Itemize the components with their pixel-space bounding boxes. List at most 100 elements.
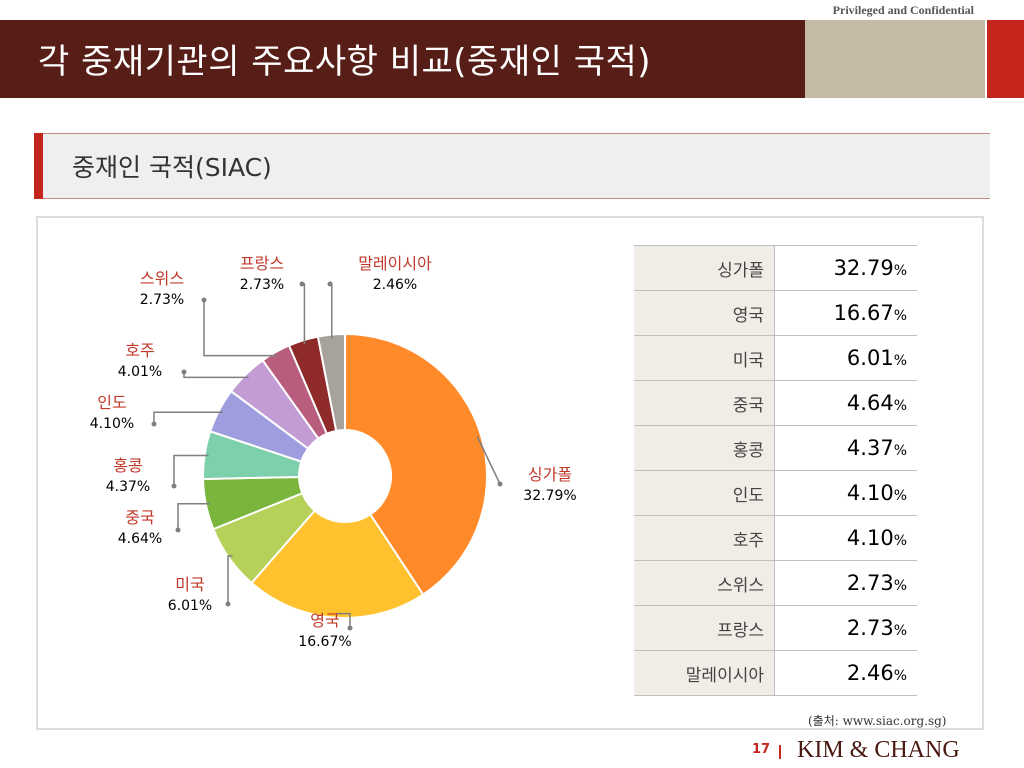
slice-value: 4.01% (118, 364, 162, 380)
table-row: 홍콩 4.37% (634, 425, 917, 471)
table-cell-number: 2.73 (846, 616, 894, 640)
table-cell-unit: % (893, 668, 907, 684)
title-decor-red (987, 20, 1024, 98)
leader-line (302, 283, 306, 345)
slice-value: 4.10% (90, 416, 134, 432)
slice-label: 싱가폴 (528, 465, 572, 484)
table-cell-unit: % (893, 308, 907, 324)
leader-line (173, 454, 209, 486)
table-cell-country: 영국 (634, 290, 775, 336)
table-cell-unit: % (893, 263, 907, 279)
page-number: 17 (752, 742, 771, 757)
leader-dot (497, 481, 503, 487)
source-note: (출처: www.siac.org.sg) (808, 714, 947, 728)
leader-dot (327, 281, 333, 287)
table-row: 스위스 2.73% (634, 560, 917, 606)
table-cell-value: 32.79% (774, 245, 917, 291)
table-cell-unit: % (893, 398, 907, 414)
table-cell-country: 호주 (634, 515, 775, 561)
leader-line (183, 372, 249, 379)
table-cell-value: 2.73% (774, 605, 917, 651)
table-row: 싱가폴 32.79% (634, 245, 917, 291)
table-cell-value: 4.37% (774, 425, 917, 471)
table-cell-country: 말레이시아 (634, 650, 775, 696)
table-cell-value: 16.67% (774, 290, 917, 336)
leader-line (476, 436, 501, 485)
table-row: 프랑스 2.73% (634, 605, 917, 651)
slice-label: 호주 (125, 341, 154, 360)
slice-value: 16.67% (298, 634, 351, 650)
table-cell-country: 프랑스 (634, 605, 775, 651)
table-row: 영국 16.67% (634, 290, 917, 336)
leader-line (335, 612, 351, 628)
table-cell-unit: % (893, 353, 907, 369)
slice-label: 스위스 (140, 269, 184, 288)
table-cell-country: 인도 (634, 470, 775, 516)
table-cell-country: 스위스 (634, 560, 775, 606)
table-cell-number: 2.73 (846, 571, 894, 595)
table-cell-number: 32.79 (833, 256, 894, 280)
table-cell-unit: % (893, 443, 907, 459)
table-cell-number: 16.67 (833, 301, 894, 325)
table-cell-unit: % (893, 488, 907, 504)
table-row: 호주 4.10% (634, 515, 917, 561)
page-title: 각 중재기관의 주요사항 비교(중재인 국적) (38, 42, 652, 82)
page-separator (779, 745, 781, 759)
slice-value: 2.73% (140, 292, 184, 308)
table-row: 말레이시아 2.46% (634, 650, 917, 696)
table-cell-unit: % (893, 578, 907, 594)
brand-logo: KIM & CHANG (797, 737, 960, 763)
chart-slice (250, 509, 425, 619)
table-cell-value: 2.46% (774, 650, 917, 696)
leader-dot (299, 281, 305, 287)
slice-label: 인도 (97, 393, 126, 412)
table-cell-value: 2.73% (774, 560, 917, 606)
table-cell-country: 미국 (634, 335, 775, 381)
slice-label: 프랑스 (240, 254, 284, 273)
nationality-table: 싱가폴 32.79% 영국 16.67% 미국 6.01% 중국 4.64% 홍콩 4.37% 인도… (634, 245, 917, 696)
leader-dot (225, 601, 231, 607)
title-bar: 각 중재기관의 주요사항 비교(중재인 국적) (0, 20, 805, 98)
leader-line (330, 283, 333, 339)
table-cell-number: 4.10 (846, 481, 894, 505)
leader-dot (171, 483, 177, 489)
leader-dot (201, 297, 207, 303)
slice-value: 2.46% (373, 277, 417, 293)
table-cell-number: 4.10 (846, 526, 894, 550)
table-row: 미국 6.01% (634, 335, 917, 381)
slice-value: 4.64% (118, 531, 162, 547)
slice-value: 32.79% (523, 488, 576, 504)
confidential-label: Privileged and Confidential (832, 3, 974, 17)
table-cell-country: 중국 (634, 380, 775, 426)
leader-line (177, 502, 210, 530)
table-cell-value: 4.64% (774, 380, 917, 426)
slice-value: 4.37% (106, 479, 150, 495)
subheader-title: 중재인 국적(SIAC) (72, 153, 272, 182)
table-cell-unit: % (893, 533, 907, 549)
slice-value: 6.01% (168, 598, 212, 614)
leader-dot (181, 369, 187, 375)
chart-slice (316, 332, 346, 433)
table-cell-number: 4.64 (846, 391, 894, 415)
leader-dot (175, 527, 181, 533)
slice-label: 중국 (125, 508, 154, 527)
table-cell-number: 2.46 (846, 661, 894, 685)
leader-line (227, 555, 233, 604)
subheader-bar: 중재인 국적(SIAC) (34, 133, 990, 199)
leader-dot (347, 625, 353, 631)
slice-value: 2.73% (240, 277, 284, 293)
table-cell-value: 4.10% (774, 470, 917, 516)
slice-label: 미국 (175, 575, 204, 594)
slice-label: 말레이시아 (358, 254, 432, 273)
table-cell-number: 6.01 (846, 346, 894, 370)
leader-dot (151, 421, 157, 427)
title-decor-taupe (805, 20, 985, 98)
table-cell-value: 6.01% (774, 335, 917, 381)
slice-label: 영국 (310, 611, 339, 630)
table-row: 중국 4.64% (634, 380, 917, 426)
table-cell-value: 4.10% (774, 515, 917, 561)
subheader-accent (34, 133, 43, 199)
slice-label: 홍콩 (113, 456, 142, 475)
table-cell-number: 4.37 (846, 436, 894, 460)
